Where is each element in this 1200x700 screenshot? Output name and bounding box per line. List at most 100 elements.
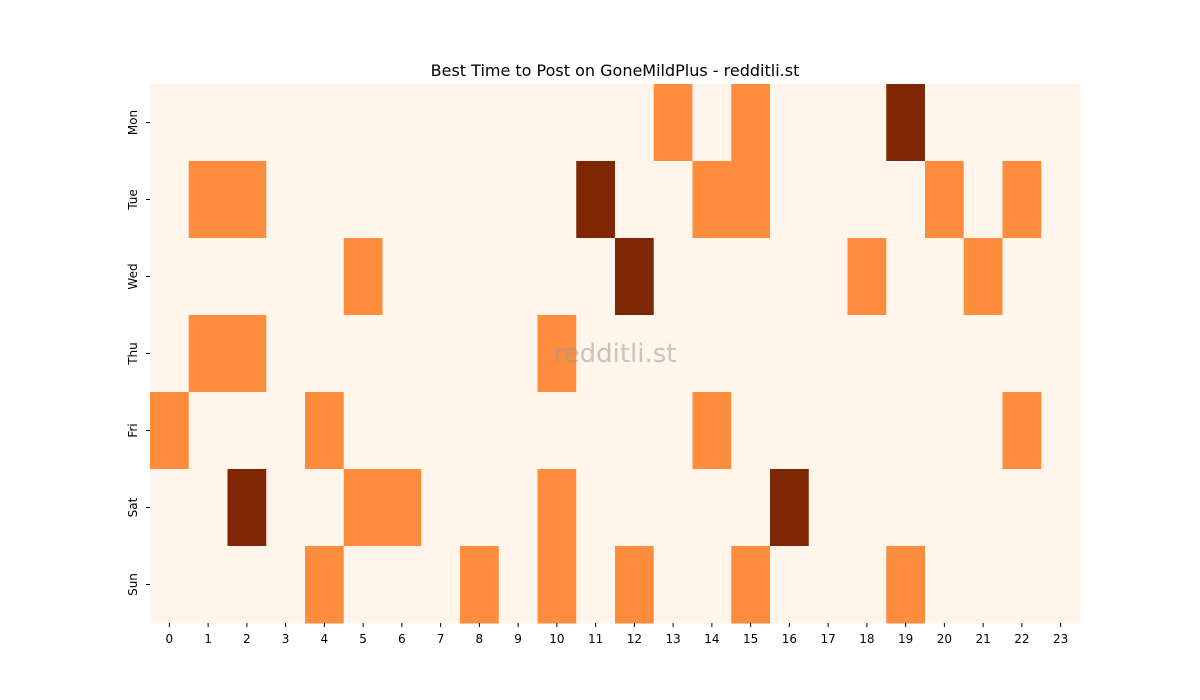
x-tick-label: 2 (243, 632, 251, 646)
heatmap-cell-thu-10 (537, 315, 577, 393)
heatmap-cell-wed-12 (615, 238, 655, 316)
x-tick-label: 23 (1053, 632, 1068, 646)
heatmap-cell-fri-1 (188, 392, 228, 470)
heatmap-cell-mon-23 (1041, 84, 1081, 162)
heatmap-cell-fri-6 (382, 392, 422, 470)
heatmap-cell-sun-22 (1002, 546, 1042, 624)
heatmap-cell-wed-0 (150, 238, 190, 316)
heatmap-cell-sun-16 (770, 546, 810, 624)
heatmap-cell-sun-7 (421, 546, 461, 624)
heatmap-cell-tue-7 (421, 161, 461, 239)
heatmap-cell-sun-23 (1041, 546, 1081, 624)
heatmap-cell-fri-13 (653, 392, 693, 470)
heatmap-cell-fri-11 (576, 392, 616, 470)
heatmap-cell-tue-16 (770, 161, 810, 239)
heatmap-cell-sun-5 (343, 546, 383, 624)
x-tick-label: 15 (743, 632, 758, 646)
x-tick-label: 0 (166, 632, 174, 646)
heatmap-cell-sun-17 (808, 546, 848, 624)
heatmap-cell-sat-17 (808, 469, 848, 547)
heatmap-cell-sun-1 (188, 546, 228, 624)
heatmap-cell-tue-2 (227, 161, 267, 239)
x-tick-label: 20 (937, 632, 952, 646)
heatmap-cell-tue-20 (925, 161, 965, 239)
heatmap-cell-mon-18 (847, 84, 887, 162)
heatmap-cell-mon-2 (227, 84, 267, 162)
heatmap-cell-wed-21 (963, 238, 1003, 316)
heatmap-cell-thu-8 (460, 315, 500, 393)
heatmap-cell-fri-8 (460, 392, 500, 470)
x-tick-label: 1 (204, 632, 212, 646)
heatmap-cell-wed-22 (1002, 238, 1042, 316)
heatmap-cell-sat-5 (343, 469, 383, 547)
heatmap-cell-tue-15 (731, 161, 771, 239)
heatmap-cell-thu-6 (382, 315, 422, 393)
heatmap-cell-mon-14 (692, 84, 732, 162)
heatmap-cell-tue-10 (537, 161, 577, 239)
heatmap-cell-sat-3 (266, 469, 306, 547)
x-tick-label: 4 (321, 632, 329, 646)
heatmap-cell-wed-1 (188, 238, 228, 316)
heatmap-cell-sun-10 (537, 546, 577, 624)
x-tick-label: 13 (665, 632, 680, 646)
x-tick-label: 9 (514, 632, 522, 646)
heatmap-cell-fri-2 (227, 392, 267, 470)
x-tick-label: 17 (820, 632, 835, 646)
y-tick-label: Wed (126, 263, 140, 289)
heatmap-cell-sun-19 (886, 546, 926, 624)
heatmap-cell-wed-7 (421, 238, 461, 316)
heatmap-cell-mon-1 (188, 84, 228, 162)
heatmap-cell-thu-12 (615, 315, 655, 393)
heatmap-cell-thu-14 (692, 315, 732, 393)
y-tick-label: Tue (126, 189, 140, 211)
heatmap-cell-fri-21 (963, 392, 1003, 470)
heatmap-cell-wed-11 (576, 238, 616, 316)
heatmap-cell-sat-12 (615, 469, 655, 547)
heatmap-cell-mon-12 (615, 84, 655, 162)
heatmap-cell-sun-14 (692, 546, 732, 624)
heatmap-cell-thu-22 (1002, 315, 1042, 393)
x-tick-label: 21 (975, 632, 990, 646)
heatmap-cell-sat-6 (382, 469, 422, 547)
heatmap-cell-sat-18 (847, 469, 887, 547)
heatmap-cell-wed-13 (653, 238, 693, 316)
heatmap-cell-mon-4 (305, 84, 345, 162)
heatmap-cell-sun-2 (227, 546, 267, 624)
heatmap-cell-tue-19 (886, 161, 926, 239)
heatmap-cell-sat-23 (1041, 469, 1081, 547)
heatmap-cell-tue-22 (1002, 161, 1042, 239)
heatmap-cell-sat-14 (692, 469, 732, 547)
heatmap-cell-sat-20 (925, 469, 965, 547)
heatmap-cell-sat-9 (498, 469, 538, 547)
heatmap-cell-thu-17 (808, 315, 848, 393)
heatmap-cell-mon-6 (382, 84, 422, 162)
heatmap-cell-wed-2 (227, 238, 267, 316)
chart-title: Best Time to Post on GoneMildPlus - redd… (431, 61, 800, 80)
heatmap-cell-mon-19 (886, 84, 926, 162)
heatmap-cell-mon-20 (925, 84, 965, 162)
heatmap-cell-fri-18 (847, 392, 887, 470)
heatmap-cell-sun-12 (615, 546, 655, 624)
heatmap-cell-wed-16 (770, 238, 810, 316)
heatmap-cell-sat-16 (770, 469, 810, 547)
heatmap-cell-sat-10 (537, 469, 577, 547)
heatmap-cell-sun-0 (150, 546, 190, 624)
heatmap-cell-wed-4 (305, 238, 345, 316)
heatmap-cell-tue-8 (460, 161, 500, 239)
heatmap-cell-thu-15 (731, 315, 771, 393)
heatmap-cell-mon-16 (770, 84, 810, 162)
heatmap-cell-tue-9 (498, 161, 538, 239)
heatmap-cell-wed-23 (1041, 238, 1081, 316)
heatmap-cell-thu-2 (227, 315, 267, 393)
heatmap-cell-thu-9 (498, 315, 538, 393)
watermark: redditli.st (554, 339, 677, 369)
heatmap-cell-fri-19 (886, 392, 926, 470)
heatmap-cell-mon-15 (731, 84, 771, 162)
heatmap-cell-sun-9 (498, 546, 538, 624)
heatmap-cell-wed-6 (382, 238, 422, 316)
heatmap-cell-sat-8 (460, 469, 500, 547)
heatmap-cell-fri-20 (925, 392, 965, 470)
heatmap-cell-thu-0 (150, 315, 190, 393)
heatmap-cell-fri-10 (537, 392, 577, 470)
